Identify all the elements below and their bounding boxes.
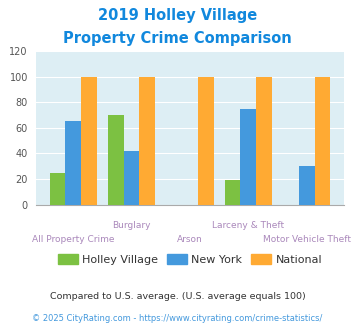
Bar bbox=[225, 180, 240, 205]
Text: Larceny & Theft: Larceny & Theft bbox=[212, 221, 284, 230]
Bar bbox=[50, 173, 65, 205]
Legend: Holley Village, New York, National: Holley Village, New York, National bbox=[53, 250, 327, 270]
Text: Property Crime Comparison: Property Crime Comparison bbox=[63, 31, 292, 46]
Bar bbox=[124, 151, 140, 205]
Bar bbox=[108, 115, 124, 205]
Bar bbox=[140, 77, 155, 205]
Bar bbox=[198, 77, 214, 205]
Bar bbox=[256, 77, 272, 205]
Bar bbox=[299, 166, 315, 205]
Text: 2019 Holley Village: 2019 Holley Village bbox=[98, 8, 257, 23]
Bar bbox=[81, 77, 97, 205]
Text: Burglary: Burglary bbox=[112, 221, 151, 230]
Text: Arson: Arson bbox=[177, 235, 203, 244]
Text: © 2025 CityRating.com - https://www.cityrating.com/crime-statistics/: © 2025 CityRating.com - https://www.city… bbox=[32, 314, 323, 323]
Text: All Property Crime: All Property Crime bbox=[32, 235, 114, 244]
Bar bbox=[240, 109, 256, 205]
Text: Compared to U.S. average. (U.S. average equals 100): Compared to U.S. average. (U.S. average … bbox=[50, 292, 305, 301]
Text: Motor Vehicle Theft: Motor Vehicle Theft bbox=[263, 235, 351, 244]
Bar bbox=[315, 77, 330, 205]
Bar bbox=[65, 121, 81, 205]
